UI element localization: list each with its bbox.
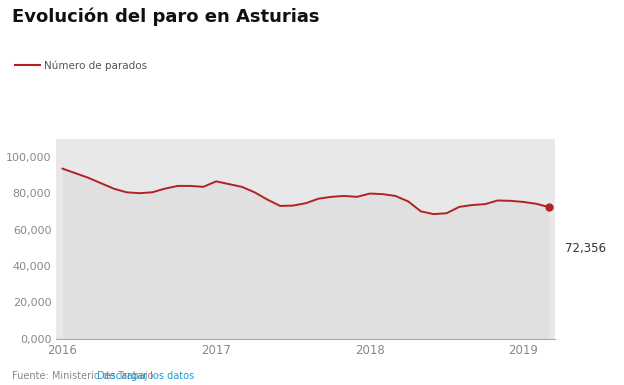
Text: Evolución del paro en Asturias: Evolución del paro en Asturias (12, 8, 320, 26)
Text: 72,356: 72,356 (565, 242, 606, 255)
Text: Descargar los datos: Descargar los datos (97, 371, 194, 381)
Text: Número de parados: Número de parados (44, 60, 147, 71)
Text: Fuente: Ministerio de Trabajo ·: Fuente: Ministerio de Trabajo · (12, 371, 163, 381)
